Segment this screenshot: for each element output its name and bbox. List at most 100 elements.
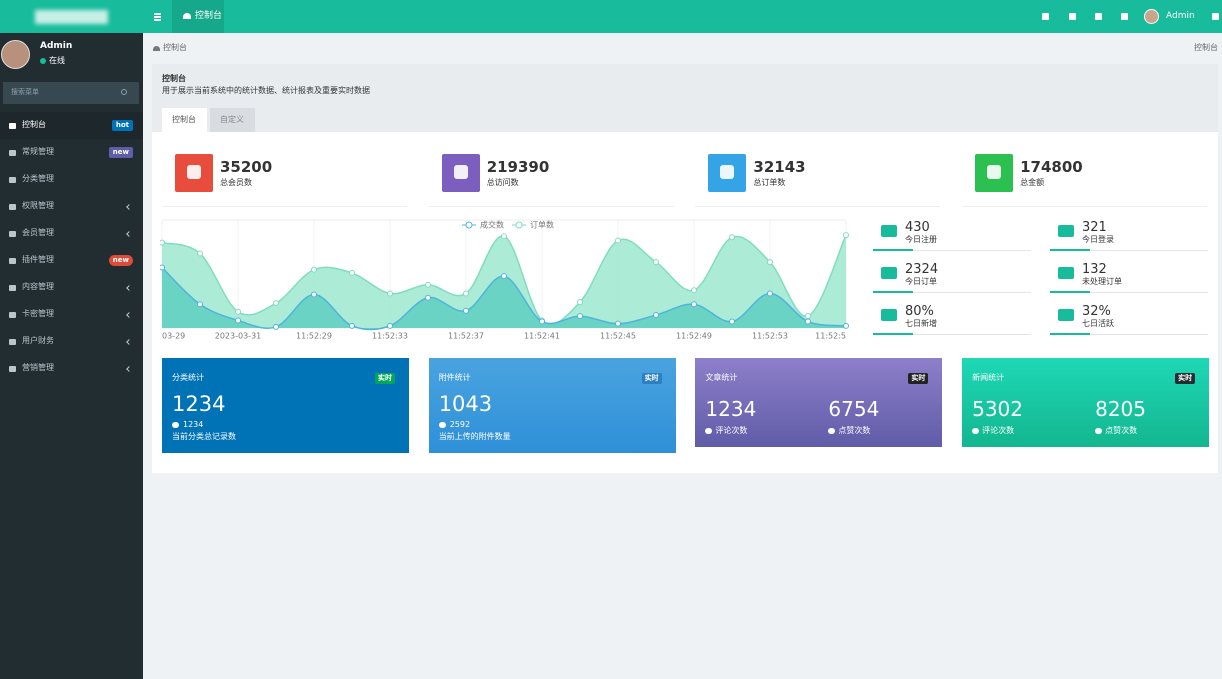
point [805, 313, 811, 320]
menu-icon [9, 177, 16, 183]
point [615, 237, 621, 244]
x-tick-label: 03-29 [162, 332, 185, 341]
menu-icon [9, 123, 16, 129]
point [160, 239, 165, 246]
menu-item[interactable]: 分类管理 [22, 174, 54, 183]
menu-toggle[interactable] [154, 16, 161, 18]
legend-marker [515, 221, 523, 229]
mini-label: 今日登录 [1082, 235, 1114, 244]
nav-icon[interactable] [1121, 13, 1128, 20]
menu-item[interactable]: 用户财务 [22, 336, 54, 345]
mini-divider [873, 292, 1031, 293]
tab[interactable] [210, 108, 255, 132]
menu-item[interactable]: 卡密管理 [22, 309, 54, 318]
card-item-label: 点赞次数 [1105, 426, 1138, 435]
stat-glyph [720, 165, 735, 179]
point [501, 273, 507, 280]
menu-icon [9, 204, 16, 210]
stat-value: 32143 [753, 158, 806, 176]
mini-accent [873, 249, 913, 251]
mini-accent [1050, 333, 1090, 335]
card-note: 当前上传的附件数量 [438, 432, 511, 441]
x-tick-label: 11:52:49 [676, 332, 712, 341]
point [729, 234, 735, 241]
card-sub: 1234 [183, 420, 204, 429]
breadcrumb: 控制台 [163, 43, 187, 52]
legend-label: 订单数 [530, 220, 554, 230]
mini-accent [873, 333, 913, 335]
menu-item[interactable]: 常规管理 [22, 147, 54, 156]
nav-user[interactable]: Admin [1166, 11, 1195, 21]
mini-label: 未处理订单 [1082, 277, 1122, 286]
point [843, 322, 849, 329]
mini-label: 七日活跃 [1082, 319, 1114, 328]
mini-accent [1050, 291, 1090, 293]
tab-label[interactable]: 控制台 [172, 115, 196, 124]
point [767, 290, 773, 297]
nav-icon[interactable] [1212, 13, 1219, 20]
legend-marker [465, 221, 473, 229]
card-badge: 实时 [1175, 373, 1196, 384]
mini-icon [881, 267, 897, 279]
mini-icon [881, 309, 897, 321]
card-value: 8205 [1095, 397, 1146, 421]
menu-icon [9, 339, 16, 345]
point [197, 301, 203, 308]
point [349, 322, 355, 329]
x-tick-label: 11:52:53 [752, 332, 788, 341]
card [162, 358, 409, 453]
card-title: 新闻统计 [972, 373, 1005, 382]
nav-avatar[interactable] [1144, 9, 1159, 24]
card-sub: 2592 [449, 420, 471, 429]
point [539, 318, 545, 325]
tab-label[interactable]: 自定义 [220, 115, 244, 124]
x-tick-label: 11:52:37 [448, 332, 484, 341]
point [463, 290, 469, 297]
menu-item[interactable]: 插件管理 [22, 255, 54, 264]
card-value: 1043 [438, 392, 493, 416]
menu-toggle[interactable] [154, 13, 161, 15]
stat-label: 总会员数 [220, 178, 252, 187]
nav-tab[interactable]: 控制台 [195, 11, 223, 21]
x-tick-label: 11:52:41 [524, 332, 560, 341]
stat-value: 35200 [220, 158, 273, 176]
point [691, 301, 697, 308]
nav-icon[interactable] [1069, 13, 1076, 20]
nav-icon[interactable] [1095, 13, 1102, 20]
card-item-icon [705, 428, 713, 434]
stat-label: 总访问数 [486, 178, 519, 187]
menu-item[interactable]: 控制台 [22, 120, 46, 129]
menu-item[interactable]: 营销管理 [22, 363, 54, 372]
user-name: Admin [40, 41, 73, 51]
menu-item[interactable]: 权限管理 [22, 201, 54, 210]
stat-glyph [987, 165, 1002, 179]
mini-value: 132 [1082, 262, 1107, 277]
menu-item[interactable]: 会员管理 [22, 228, 54, 237]
point [653, 312, 659, 319]
tab[interactable] [162, 108, 207, 132]
point [501, 233, 507, 240]
area [162, 267, 846, 330]
stat-glyph [187, 165, 201, 179]
nav-icon[interactable] [1042, 13, 1049, 20]
point [235, 308, 241, 315]
menu-toggle[interactable] [154, 19, 161, 21]
nav-tab-bg[interactable] [172, 0, 224, 33]
menu-icon [9, 312, 16, 318]
search-placeholder: 搜索菜单 [11, 88, 39, 96]
card-item-label: 评论次数 [715, 426, 748, 435]
card-title: 文章统计 [705, 373, 738, 382]
point [273, 300, 279, 307]
mini-value: 2324 [905, 262, 939, 277]
stat-divider [962, 206, 1208, 207]
mini-divider [873, 334, 1031, 335]
point [311, 291, 317, 298]
mini-accent [1050, 249, 1090, 251]
search-box[interactable] [3, 82, 139, 104]
point [691, 287, 697, 294]
panel-header [152, 64, 1218, 132]
chart: 03-29 2023-03-31 11:52:29 11:52:33 11:52:37 1… [160, 219, 849, 341]
menu-item[interactable]: 内容管理 [22, 282, 54, 291]
status: 在线 [49, 56, 65, 65]
stat-value: 219390 [486, 158, 550, 176]
